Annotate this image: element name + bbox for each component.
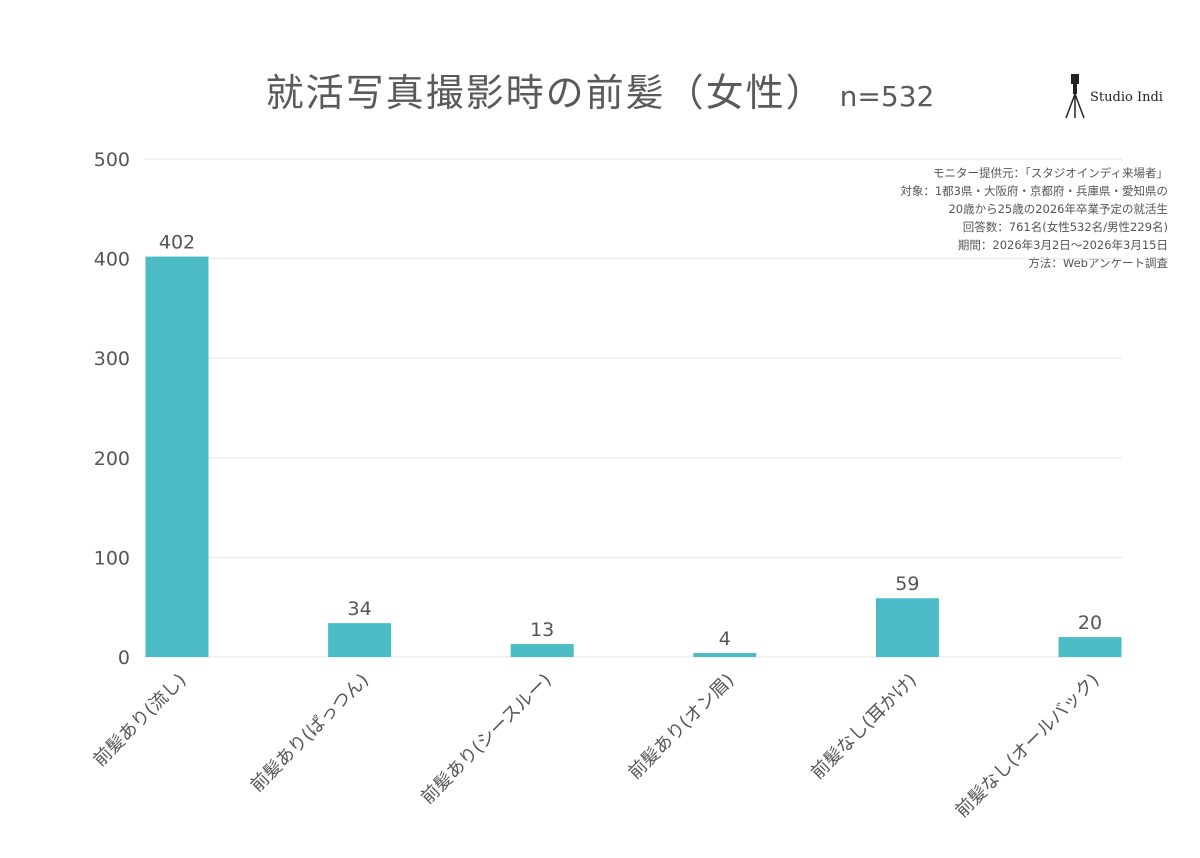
- logo-text: Studio Indi: [1090, 90, 1163, 105]
- data-label: 4: [719, 628, 731, 650]
- survey-note-line: 方法：Webアンケート調査: [1028, 256, 1168, 270]
- x-tick-label: 前髪なし(耳かけ): [806, 669, 921, 784]
- y-tick-label: 0: [118, 647, 130, 669]
- bar: [875, 598, 939, 657]
- bar: [510, 644, 574, 657]
- survey-notes: モニター提供元：「スタジオインディ来場者」 対象：1都3県・大阪府・京都府・兵庫…: [900, 164, 1168, 272]
- bar: [328, 623, 392, 657]
- x-tick-label: 前髪あり(シースルー): [416, 669, 555, 808]
- x-tick-label: 前髪なし(オールバック): [951, 669, 1104, 822]
- y-tick-label: 400: [94, 249, 130, 271]
- survey-note-line: 期間：2026年3月2日〜2026年3月15日: [957, 238, 1168, 252]
- y-tick-label: 300: [94, 348, 130, 370]
- bar: [1058, 637, 1122, 657]
- survey-note-line: 20歳から25歳の2026年卒業予定の就活生: [948, 202, 1168, 216]
- chart-title-row: 就活写真撮影時の前髪（女性） n=532: [0, 62, 1200, 117]
- camera-tripod-icon: [1065, 74, 1085, 119]
- x-tick-label: 前髪あり(オン眉): [624, 669, 739, 784]
- data-label: 34: [348, 598, 372, 620]
- data-label: 402: [159, 232, 195, 254]
- survey-note-line: 対象：1都3県・大阪府・京都府・兵庫県・愛知県の: [900, 184, 1168, 198]
- bar: [145, 256, 209, 657]
- data-label: 13: [530, 619, 554, 641]
- data-label: 20: [1078, 612, 1102, 634]
- x-tick-label: 前髪あり(流し): [89, 669, 191, 771]
- y-tick-label: 500: [94, 149, 130, 171]
- data-label: 59: [895, 573, 919, 595]
- y-tick-label: 200: [94, 448, 130, 470]
- studio-logo: Studio Indi: [1064, 74, 1174, 120]
- survey-note-line: モニター提供元：「スタジオインディ来場者」: [933, 166, 1168, 180]
- x-tick-label: 前髪あり(ぱっつん): [246, 669, 373, 796]
- bar: [693, 653, 757, 657]
- y-tick-label: 100: [94, 547, 130, 569]
- chart-subtitle: n=532: [839, 80, 935, 113]
- chart-title: 就活写真撮影時の前髪（女性）: [265, 71, 826, 115]
- survey-note-line: 回答数：761名(女性532名/男性229名): [962, 220, 1168, 234]
